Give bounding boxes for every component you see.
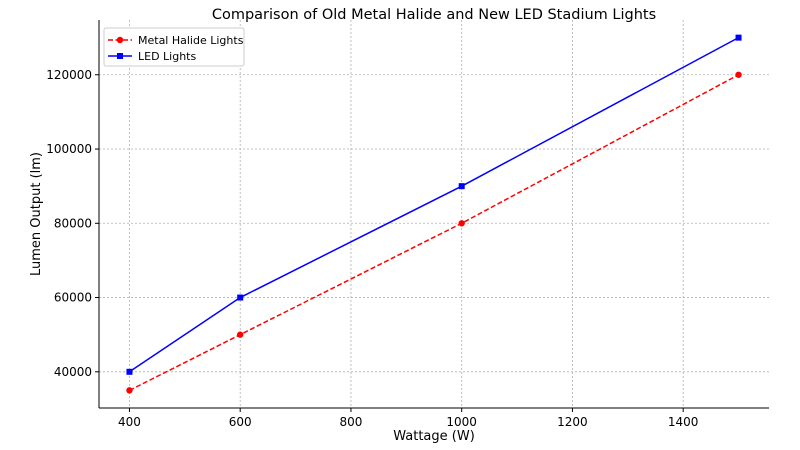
legend-label: Metal Halide Lights xyxy=(138,34,244,47)
chart-title: Comparison of Old Metal Halide and New L… xyxy=(212,7,656,23)
y-tick-label: 100000 xyxy=(46,142,92,156)
x-tick-label: 1400 xyxy=(668,415,699,429)
legend-marker xyxy=(117,53,123,59)
series-line-1 xyxy=(129,36,739,373)
y-tick-label: 80000 xyxy=(54,216,92,230)
series-line-0 xyxy=(129,74,739,392)
y-tick-label: 60000 xyxy=(54,291,92,305)
y-tick-label: 40000 xyxy=(54,365,92,379)
x-axis-label: Wattage (W) xyxy=(393,429,475,444)
x-tick-label: 1200 xyxy=(557,415,588,429)
data-point xyxy=(458,220,465,227)
legend-marker xyxy=(116,36,124,44)
data-point xyxy=(126,368,133,375)
x-tick-label: 600 xyxy=(229,415,252,429)
data-point xyxy=(458,183,465,190)
data-point xyxy=(126,387,133,394)
data-point xyxy=(237,294,244,301)
data-point xyxy=(735,71,742,78)
legend-label: LED Lights xyxy=(138,50,196,63)
y-tick-label: 120000 xyxy=(46,68,92,82)
x-tick-label: 400 xyxy=(118,415,141,429)
legend: Metal Halide Lights LED Lights xyxy=(103,27,245,67)
y-axis-label: Lumen Output (lm) xyxy=(29,152,44,276)
x-tick-label: 1000 xyxy=(446,415,477,429)
data-point xyxy=(236,331,244,338)
plot-frame xyxy=(99,20,769,408)
data-point xyxy=(735,34,742,41)
x-tick-label: 800 xyxy=(339,415,362,429)
